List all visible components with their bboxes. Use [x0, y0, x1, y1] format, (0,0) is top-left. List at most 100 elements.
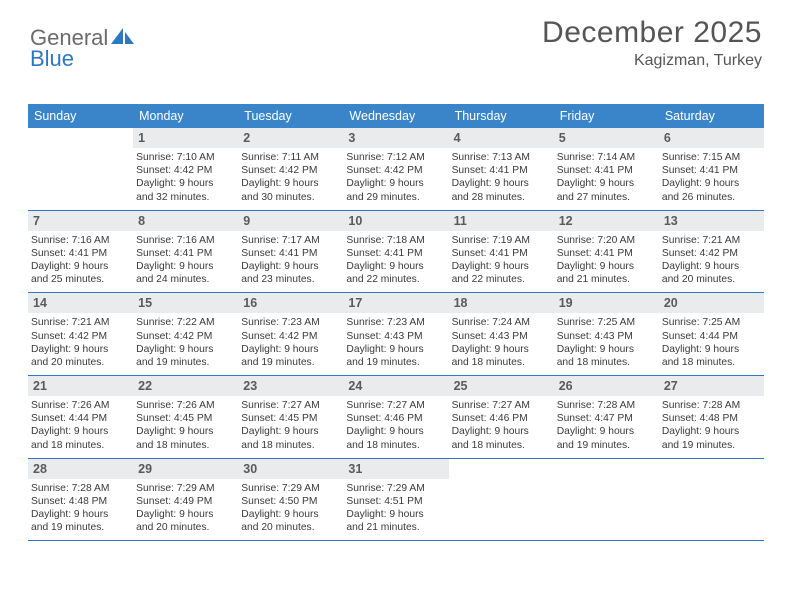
- day-d1: Daylight: 9 hours: [241, 177, 340, 190]
- day-cell: [659, 459, 764, 541]
- day-info: Sunrise: 7:28 AMSunset: 4:48 PMDaylight:…: [662, 399, 761, 452]
- day-sr: Sunrise: 7:19 AM: [452, 234, 551, 247]
- day-d1: Daylight: 9 hours: [136, 425, 235, 438]
- day-number: 3: [343, 128, 448, 148]
- day-info: Sunrise: 7:26 AMSunset: 4:45 PMDaylight:…: [136, 399, 235, 452]
- day-ss: Sunset: 4:45 PM: [136, 412, 235, 425]
- day-cell: 10Sunrise: 7:18 AMSunset: 4:41 PMDayligh…: [343, 211, 448, 293]
- day-number: 6: [659, 128, 764, 148]
- day-ss: Sunset: 4:51 PM: [346, 495, 445, 508]
- day-sr: Sunrise: 7:25 AM: [557, 316, 656, 329]
- day-sr: Sunrise: 7:17 AM: [241, 234, 340, 247]
- day-d2: and 19 minutes.: [241, 356, 340, 369]
- day-sr: Sunrise: 7:10 AM: [136, 151, 235, 164]
- day-sr: Sunrise: 7:27 AM: [346, 399, 445, 412]
- day-d2: and 27 minutes.: [557, 191, 656, 204]
- day-ss: Sunset: 4:41 PM: [452, 164, 551, 177]
- day-info: Sunrise: 7:27 AMSunset: 4:45 PMDaylight:…: [241, 399, 340, 452]
- day-d2: and 19 minutes.: [662, 439, 761, 452]
- day-ss: Sunset: 4:48 PM: [31, 495, 130, 508]
- day-info: Sunrise: 7:27 AMSunset: 4:46 PMDaylight:…: [346, 399, 445, 452]
- day-ss: Sunset: 4:42 PM: [241, 164, 340, 177]
- day-d1: Daylight: 9 hours: [136, 343, 235, 356]
- day-info: Sunrise: 7:15 AMSunset: 4:41 PMDaylight:…: [662, 151, 761, 204]
- title-month: December 2025: [542, 16, 762, 50]
- day-ss: Sunset: 4:43 PM: [452, 330, 551, 343]
- day-d2: and 19 minutes.: [31, 521, 130, 534]
- day-sr: Sunrise: 7:21 AM: [662, 234, 761, 247]
- day-d2: and 21 minutes.: [346, 521, 445, 534]
- day-ss: Sunset: 4:46 PM: [452, 412, 551, 425]
- day-info: Sunrise: 7:22 AMSunset: 4:42 PMDaylight:…: [136, 316, 235, 369]
- day-cell: 26Sunrise: 7:28 AMSunset: 4:47 PMDayligh…: [554, 376, 659, 458]
- day-ss: Sunset: 4:48 PM: [662, 412, 761, 425]
- day-ss: Sunset: 4:44 PM: [662, 330, 761, 343]
- day-info: Sunrise: 7:28 AMSunset: 4:47 PMDaylight:…: [557, 399, 656, 452]
- day-d2: and 18 minutes.: [241, 439, 340, 452]
- day-cell: 9Sunrise: 7:17 AMSunset: 4:41 PMDaylight…: [238, 211, 343, 293]
- day-d1: Daylight: 9 hours: [31, 343, 130, 356]
- day-number: 4: [449, 128, 554, 148]
- day-ss: Sunset: 4:43 PM: [557, 330, 656, 343]
- day-cell: 28 Sunrise: 7:28 AMSunset: 4:48 PMDayligh…: [28, 459, 133, 541]
- day-cell: [449, 459, 554, 541]
- day-info: Sunrise: 7:23 AMSunset: 4:43 PMDaylight:…: [346, 316, 445, 369]
- day-number: 28: [28, 459, 133, 479]
- day-ss: Sunset: 4:42 PM: [241, 330, 340, 343]
- day-info: Sunrise: 7:16 AMSunset: 4:41 PMDaylight:…: [31, 234, 130, 287]
- day-number: 25: [449, 376, 554, 396]
- day-d2: and 20 minutes.: [241, 521, 340, 534]
- day-cell: 4 Sunrise: 7:13 AMSunset: 4:41 PMDaylight…: [449, 128, 554, 210]
- day-d1: Daylight: 9 hours: [241, 343, 340, 356]
- day-sr: Sunrise: 7:26 AM: [31, 399, 130, 412]
- day-d2: and 25 minutes.: [31, 273, 130, 286]
- day-number: 24: [343, 376, 448, 396]
- day-d2: and 29 minutes.: [346, 191, 445, 204]
- day-ss: Sunset: 4:42 PM: [136, 330, 235, 343]
- day-info: Sunrise: 7:24 AMSunset: 4:43 PMDaylight:…: [452, 316, 551, 369]
- day-number: 27: [659, 376, 764, 396]
- day-number: 31: [343, 459, 448, 479]
- day-d2: and 30 minutes.: [241, 191, 340, 204]
- day-number: 22: [133, 376, 238, 396]
- day-info: Sunrise: 7:28 AMSunset: 4:48 PMDaylight:…: [31, 482, 130, 535]
- day-sr: Sunrise: 7:23 AM: [241, 316, 340, 329]
- day-ss: Sunset: 4:41 PM: [31, 247, 130, 260]
- day-d1: Daylight: 9 hours: [31, 260, 130, 273]
- day-cell: 25Sunrise: 7:27 AMSunset: 4:46 PMDayligh…: [449, 376, 554, 458]
- day-sr: Sunrise: 7:23 AM: [346, 316, 445, 329]
- day-sr: Sunrise: 7:28 AM: [662, 399, 761, 412]
- day-ss: Sunset: 4:42 PM: [136, 164, 235, 177]
- weekday-sun: Sunday: [28, 104, 133, 128]
- weekday-thu: Thursday: [449, 104, 554, 128]
- day-cell: 20Sunrise: 7:25 AMSunset: 4:44 PMDayligh…: [659, 293, 764, 375]
- day-cell: 8Sunrise: 7:16 AMSunset: 4:41 PMDaylight…: [133, 211, 238, 293]
- day-info: Sunrise: 7:13 AMSunset: 4:41 PMDaylight:…: [452, 151, 551, 204]
- day-d1: Daylight: 9 hours: [557, 177, 656, 190]
- day-sr: Sunrise: 7:21 AM: [31, 316, 130, 329]
- day-d2: and 20 minutes.: [31, 356, 130, 369]
- day-cell: 23Sunrise: 7:27 AMSunset: 4:45 PMDayligh…: [238, 376, 343, 458]
- day-d1: Daylight: 9 hours: [662, 343, 761, 356]
- day-d1: Daylight: 9 hours: [136, 508, 235, 521]
- day-cell: 11Sunrise: 7:19 AMSunset: 4:41 PMDayligh…: [449, 211, 554, 293]
- day-cell: 30Sunrise: 7:29 AMSunset: 4:50 PMDayligh…: [238, 459, 343, 541]
- day-d1: Daylight: 9 hours: [346, 425, 445, 438]
- day-d2: and 22 minutes.: [346, 273, 445, 286]
- day-d1: Daylight: 9 hours: [452, 177, 551, 190]
- day-info: Sunrise: 7:29 AMSunset: 4:50 PMDaylight:…: [241, 482, 340, 535]
- day-number: 7: [28, 211, 133, 231]
- day-d1: Daylight: 9 hours: [241, 260, 340, 273]
- day-number: 5: [554, 128, 659, 148]
- day-d2: and 18 minutes.: [346, 439, 445, 452]
- day-info: Sunrise: 7:14 AMSunset: 4:41 PMDaylight:…: [557, 151, 656, 204]
- day-cell: [28, 128, 133, 210]
- day-number: 13: [659, 211, 764, 231]
- day-d1: Daylight: 9 hours: [662, 260, 761, 273]
- day-number: 21: [28, 376, 133, 396]
- day-d2: and 19 minutes.: [346, 356, 445, 369]
- day-d1: Daylight: 9 hours: [452, 260, 551, 273]
- day-cell: 21Sunrise: 7:26 AMSunset: 4:44 PMDayligh…: [28, 376, 133, 458]
- day-d1: Daylight: 9 hours: [31, 508, 130, 521]
- day-cell: 18Sunrise: 7:24 AMSunset: 4:43 PMDayligh…: [449, 293, 554, 375]
